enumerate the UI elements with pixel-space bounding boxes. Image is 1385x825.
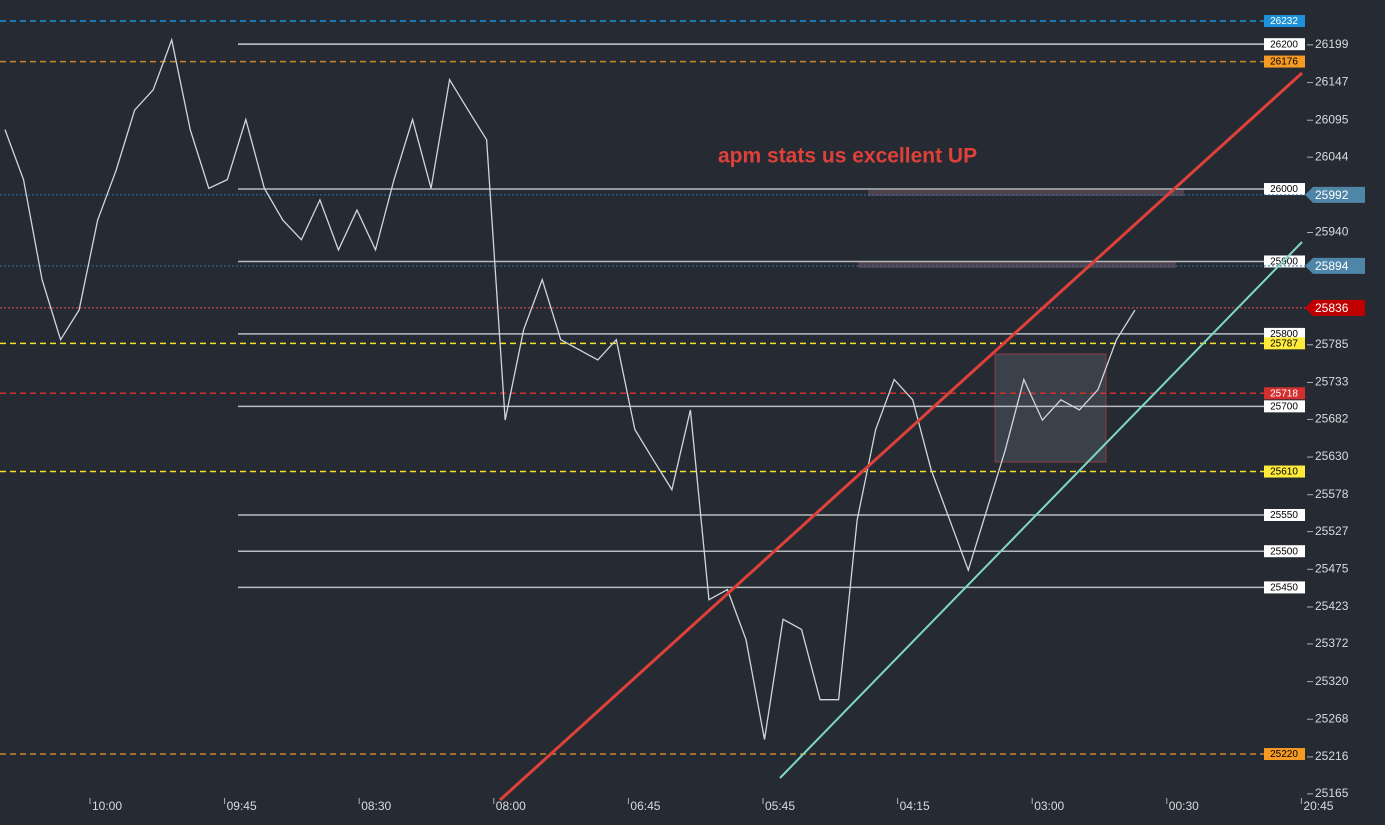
y-tick-label: 25320 xyxy=(1315,674,1349,688)
trend-line xyxy=(779,241,1303,779)
y-tick-label: 25578 xyxy=(1315,487,1349,501)
level-label: 25787 xyxy=(1270,338,1298,349)
level-label-box xyxy=(1264,183,1305,196)
y-tick-label: 26095 xyxy=(1315,112,1349,126)
y-tick-label: 26147 xyxy=(1315,75,1349,89)
price-marker-label: 25992 xyxy=(1315,188,1349,202)
y-tick-label: 25268 xyxy=(1315,711,1349,725)
x-tick-label: 05:45 xyxy=(765,799,795,813)
x-tick-label: 08:30 xyxy=(361,799,391,813)
x-tick-label: 20:45 xyxy=(1303,799,1333,813)
level-label: 25500 xyxy=(1270,546,1298,557)
level-label-box xyxy=(1264,337,1305,350)
range-box xyxy=(994,353,1107,463)
y-tick-label: 25527 xyxy=(1315,524,1349,538)
y-tick-label: 26199 xyxy=(1315,37,1349,51)
price-marker xyxy=(1305,186,1365,203)
level-label-box xyxy=(1264,15,1305,28)
level-label: 25220 xyxy=(1270,749,1298,760)
level-label: 25700 xyxy=(1270,401,1298,412)
level-label: 25800 xyxy=(1270,329,1298,340)
zone xyxy=(858,262,1176,268)
y-tick-label: 25216 xyxy=(1315,749,1349,763)
level-label: 25550 xyxy=(1270,510,1298,521)
y-tick-label: 25630 xyxy=(1315,449,1349,463)
level-label: 25610 xyxy=(1270,467,1298,478)
y-tick-label: 25785 xyxy=(1315,337,1349,351)
x-tick-label: 03:00 xyxy=(1034,799,1064,813)
level-label-box xyxy=(1264,581,1305,594)
level-label-box xyxy=(1264,327,1305,340)
level-label-box xyxy=(1264,508,1305,521)
axis: 26199 26147 26095 26044 25940 25785 25733 25682… xyxy=(89,37,1365,813)
y-tick-label: 25165 xyxy=(1315,786,1349,800)
level-label-box xyxy=(1264,465,1305,478)
level-label: 25450 xyxy=(1270,583,1298,594)
x-tick-label: 04:15 xyxy=(900,799,930,813)
price xyxy=(4,37,1136,740)
level-label-box xyxy=(1264,387,1305,400)
x-tick-label: 06:45 xyxy=(630,799,660,813)
price-marker-label: 25894 xyxy=(1315,259,1349,273)
level-label: 25900 xyxy=(1270,257,1298,268)
level-label-box xyxy=(1264,400,1305,413)
zone xyxy=(868,190,1184,196)
level-label: 26232 xyxy=(1270,16,1298,27)
y-tick-label: 26044 xyxy=(1315,149,1349,163)
level-label-box xyxy=(1264,55,1305,68)
x-tick-label: 08:00 xyxy=(496,799,526,813)
x-tick-label: 10:00 xyxy=(92,799,122,813)
price-marker xyxy=(1305,257,1365,274)
price-marker xyxy=(1305,299,1365,316)
y-tick-label: 25940 xyxy=(1315,225,1349,239)
y-tick-label: 25682 xyxy=(1315,412,1349,426)
annotation: apm stats us excellent UP xyxy=(718,145,977,168)
y-tick-label: 25372 xyxy=(1315,636,1349,650)
level-label: 25718 xyxy=(1270,388,1298,399)
trend-line xyxy=(498,71,1304,802)
y-tick-label: 25423 xyxy=(1315,599,1349,613)
level-label: 26176 xyxy=(1270,57,1298,68)
x-tick-label: 09:45 xyxy=(227,799,257,813)
y-tick-label: 25733 xyxy=(1315,375,1349,389)
level-label: 26200 xyxy=(1270,39,1298,50)
level-label-box xyxy=(1264,545,1305,558)
level-label-box xyxy=(1264,255,1305,268)
price-marker-label: 25836 xyxy=(1315,301,1349,315)
level-label: 26000 xyxy=(1270,184,1298,195)
level-label-box xyxy=(1264,38,1305,51)
level-label-box xyxy=(1264,748,1305,761)
price-line xyxy=(4,37,1136,740)
x-tick-label: 00:30 xyxy=(1169,799,1199,813)
y-tick-label: 25475 xyxy=(1315,561,1349,575)
